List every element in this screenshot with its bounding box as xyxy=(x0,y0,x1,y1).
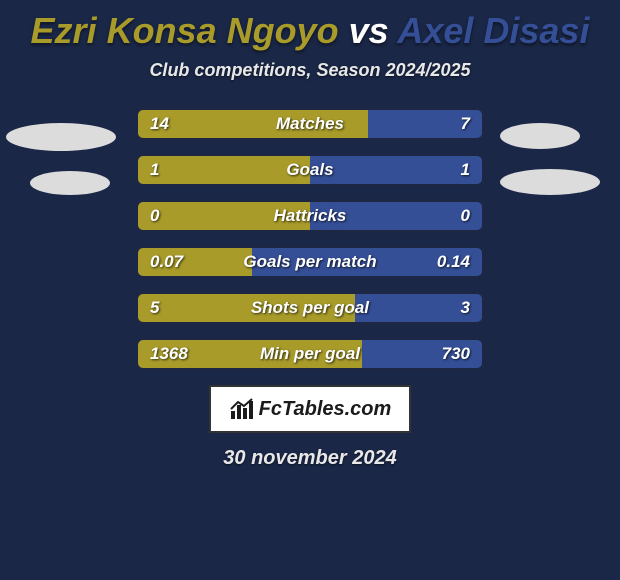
decor-ellipse xyxy=(30,171,110,195)
stat-value-left: 0 xyxy=(138,202,171,230)
stat-row: 147Matches xyxy=(137,109,483,139)
stat-value-right: 730 xyxy=(430,340,482,368)
stat-row: 0.070.14Goals per match xyxy=(137,247,483,277)
decor-ellipse xyxy=(6,123,116,151)
player1-name: Ezri Konsa Ngoyo xyxy=(31,10,339,51)
vs-text: vs xyxy=(349,10,389,51)
date-text: 30 november 2024 xyxy=(0,447,620,470)
stat-value-right: 3 xyxy=(449,294,482,322)
stat-rows: 147Matches11Goals00Hattricks0.070.14Goal… xyxy=(137,109,483,369)
stat-value-left: 5 xyxy=(138,294,171,322)
chart-area: 147Matches11Goals00Hattricks0.070.14Goal… xyxy=(0,109,620,369)
stat-row: 00Hattricks xyxy=(137,201,483,231)
stat-value-right: 0 xyxy=(449,202,482,230)
stat-row: 1368730Min per goal xyxy=(137,339,483,369)
logo-text: FcTables.com xyxy=(259,398,392,421)
stat-value-right: 0.14 xyxy=(425,248,482,276)
decor-ellipse xyxy=(500,169,600,195)
stat-row: 53Shots per goal xyxy=(137,293,483,323)
stat-row: 11Goals xyxy=(137,155,483,185)
bars-icon xyxy=(229,397,255,421)
comparison-title: Ezri Konsa Ngoyo vs Axel Disasi xyxy=(0,0,620,52)
stat-value-right: 1 xyxy=(449,156,482,184)
player2-name: Axel Disasi xyxy=(397,10,589,51)
stat-value-left: 0.07 xyxy=(138,248,195,276)
fctables-logo: FcTables.com xyxy=(209,385,411,433)
subtitle: Club competitions, Season 2024/2025 xyxy=(0,60,620,81)
stat-value-left: 1 xyxy=(138,156,171,184)
stat-value-left: 14 xyxy=(138,110,181,138)
decor-ellipse xyxy=(500,123,580,149)
stat-value-right: 7 xyxy=(449,110,482,138)
stat-value-left: 1368 xyxy=(138,340,200,368)
